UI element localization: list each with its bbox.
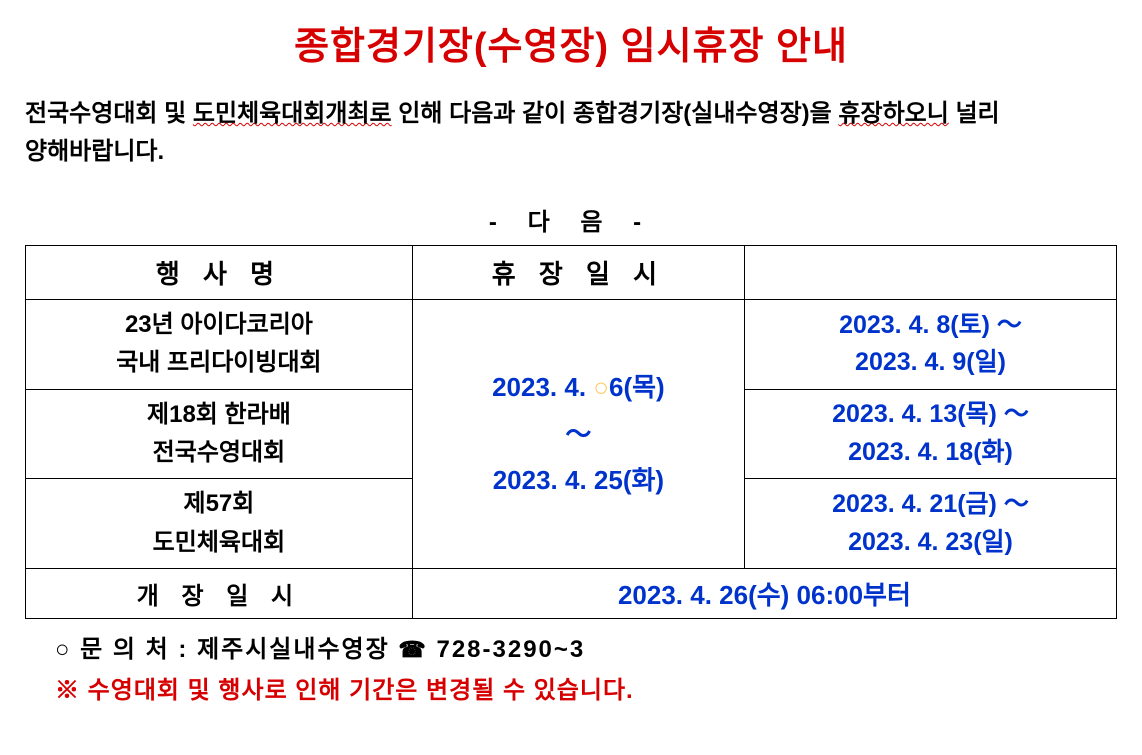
header-closure-date: 휴 장 일 시 (412, 245, 744, 299)
event-line-2: 전국수영대회 (153, 439, 285, 466)
contact-info: ○ 문 의 처 : 제주시실내수영장 ☎ 728-3290~3 (25, 629, 1117, 664)
header-event-name: 행 사 명 (26, 245, 413, 299)
schedule-table: 행 사 명 휴 장 일 시 23년 아이다코리아 국내 프리다이빙대회 2023… (25, 245, 1117, 619)
event-date-line-1: 2023. 4. 8(토) ～ (839, 311, 1022, 339)
contact-prefix: ○ 문 의 처 : 제주시실내수영장 (55, 636, 398, 663)
event-dates-cell: 2023. 4. 13(목) ～ 2023. 4. 18(화) (744, 389, 1116, 479)
closure-date-2: 6(목) (609, 372, 665, 402)
event-line-1: 제18회 한라배 (147, 401, 291, 428)
separator-text: - 다 음 - (25, 202, 1117, 237)
event-line-1: 제57회 (183, 490, 254, 517)
event-date-line-1: 2023. 4. 13(목) ～ (832, 400, 1029, 428)
desc-wavy-1: 도민체육대회개최로 (193, 100, 392, 127)
event-date-line-2: 2023. 4. 18(화) (848, 438, 1013, 466)
event-name-cell: 23년 아이다코리아 국내 프리다이빙대회 (26, 299, 413, 389)
reopen-date-cell: 2023. 4. 26(수) 06:00부터 (412, 569, 1116, 619)
header-empty (744, 245, 1116, 299)
event-date-line-2: 2023. 4. 23(일) (848, 528, 1013, 556)
phone-icon: ☎ (398, 637, 427, 662)
description-text: 전국수영대회 및 도민체육대회개최로 인해 다음과 같이 종합경기장(실내수영장… (25, 95, 1117, 172)
reopen-row: 개 장 일 시 2023. 4. 26(수) 06:00부터 (26, 569, 1117, 619)
page-title: 종합경기장(수영장) 임시휴장 안내 (25, 15, 1117, 70)
event-line-1: 23년 아이다코리아 (125, 311, 313, 338)
closure-date-1: 2023. 4. (492, 372, 593, 402)
event-dates-cell: 2023. 4. 8(토) ～ 2023. 4. 9(일) (744, 299, 1116, 389)
table-header-row: 행 사 명 휴 장 일 시 (26, 245, 1117, 299)
circle-icon: ○ (593, 372, 609, 402)
desc-wavy-2: 휴장하오니 (838, 100, 948, 127)
event-line-2: 국내 프리다이빙대회 (116, 349, 321, 376)
closure-date-3: 2023. 4. 25(화) (493, 465, 664, 495)
desc-prefix: 전국수영대회 및 (25, 100, 193, 127)
notice-text: ※ 수영대회 및 행사로 인해 기간은 변경될 수 있습니다. (25, 670, 1117, 705)
closure-period-cell: 2023. 4. ○6(목) ～ 2023. 4. 25(화) (412, 299, 744, 568)
event-date-line-1: 2023. 4. 21(금) ～ (832, 490, 1029, 518)
event-name-cell: 제18회 한라배 전국수영대회 (26, 389, 413, 479)
closure-tilde: ～ (565, 419, 591, 449)
desc-middle: 인해 다음과 같이 종합경기장(실내수영장)을 (392, 100, 839, 127)
reopen-label-cell: 개 장 일 시 (26, 569, 413, 619)
event-dates-cell: 2023. 4. 21(금) ～ 2023. 4. 23(일) (744, 479, 1116, 569)
event-date-line-2: 2023. 4. 9(일) (855, 348, 1006, 376)
event-line-2: 도민체육대회 (153, 529, 285, 556)
table-row: 23년 아이다코리아 국내 프리다이빙대회 2023. 4. ○6(목) ～ 2… (26, 299, 1117, 389)
event-name-cell: 제57회 도민체육대회 (26, 479, 413, 569)
contact-phone: 728-3290~3 (428, 636, 585, 663)
